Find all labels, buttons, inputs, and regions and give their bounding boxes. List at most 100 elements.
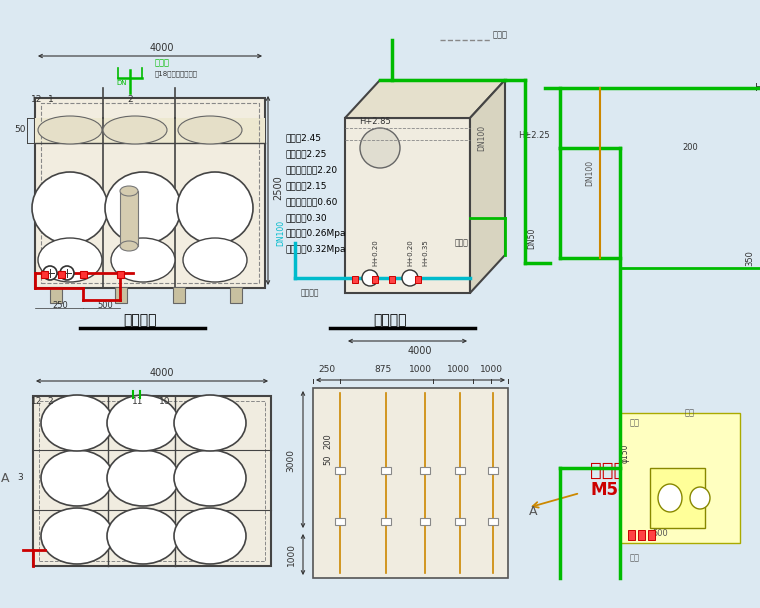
- Text: 进水位2.45: 进水位2.45: [285, 134, 321, 142]
- Text: 最低水位0.30: 最低水位0.30: [285, 213, 327, 223]
- Ellipse shape: [41, 508, 113, 564]
- Text: 50: 50: [14, 125, 26, 134]
- Bar: [352, 276, 358, 283]
- Text: H+2.85: H+2.85: [359, 117, 391, 126]
- Ellipse shape: [111, 238, 175, 282]
- Ellipse shape: [41, 450, 113, 506]
- Bar: [117, 271, 124, 278]
- Text: A: A: [529, 505, 537, 518]
- Bar: [455, 518, 465, 525]
- Text: DN100: DN100: [277, 220, 286, 246]
- Ellipse shape: [107, 450, 179, 506]
- Ellipse shape: [183, 238, 247, 282]
- Ellipse shape: [60, 266, 74, 280]
- Bar: [372, 276, 378, 283]
- Ellipse shape: [41, 395, 113, 451]
- Text: H±2.25: H±2.25: [518, 131, 549, 140]
- Bar: [650, 468, 705, 528]
- Text: 12: 12: [31, 396, 43, 406]
- Text: 设18目不锈锂防虫网: 设18目不锈锂防虫网: [155, 71, 198, 77]
- Text: 溢流水位2.25: 溢流水位2.25: [285, 150, 326, 159]
- Text: 2500: 2500: [273, 176, 283, 201]
- Bar: [648, 530, 655, 540]
- Polygon shape: [470, 80, 505, 293]
- Bar: [41, 271, 48, 278]
- Text: 3: 3: [17, 474, 23, 483]
- Bar: [415, 276, 421, 283]
- Ellipse shape: [658, 484, 682, 512]
- Bar: [230, 287, 242, 303]
- Text: 启泵压力0.26Mpa: 启泵压力0.26Mpa: [285, 229, 346, 238]
- Ellipse shape: [120, 186, 138, 196]
- Text: 1: 1: [48, 95, 54, 105]
- Text: 高位报警水位2.20: 高位报警水位2.20: [285, 165, 337, 174]
- Text: 4000: 4000: [150, 368, 174, 378]
- Polygon shape: [345, 80, 505, 118]
- Text: φ150: φ150: [620, 443, 629, 463]
- Text: 3000: 3000: [287, 449, 296, 472]
- Bar: [620, 413, 740, 543]
- Text: 逆止: 逆止: [685, 409, 695, 418]
- Ellipse shape: [174, 508, 246, 564]
- Bar: [115, 287, 127, 303]
- Text: 200: 200: [682, 143, 698, 153]
- Text: 透气帽: 透气帽: [155, 58, 170, 67]
- Ellipse shape: [32, 172, 108, 244]
- Bar: [313, 388, 508, 578]
- Text: 250: 250: [52, 302, 68, 311]
- Text: 盛夏开关: 盛夏开关: [301, 289, 319, 297]
- Text: H+: H+: [755, 83, 760, 93]
- Ellipse shape: [38, 238, 102, 282]
- Text: 4000: 4000: [150, 43, 174, 53]
- Bar: [10, 73, 285, 333]
- Ellipse shape: [690, 487, 710, 509]
- Text: 250: 250: [318, 365, 336, 375]
- Text: 逐水阀: 逐水阀: [455, 238, 469, 247]
- Bar: [389, 276, 395, 283]
- Ellipse shape: [362, 270, 378, 286]
- Bar: [420, 518, 430, 525]
- Text: 出水: 出水: [630, 553, 640, 562]
- Bar: [420, 466, 430, 474]
- Text: 低位报警水位0.60: 低位报警水位0.60: [285, 198, 337, 207]
- Text: 875: 875: [375, 365, 391, 375]
- Text: 2: 2: [127, 95, 133, 105]
- Text: 侧立面图: 侧立面图: [373, 313, 407, 327]
- Text: 4: 4: [133, 213, 139, 223]
- Ellipse shape: [43, 266, 57, 280]
- Bar: [35, 118, 265, 143]
- Text: H+0.20: H+0.20: [372, 240, 378, 266]
- Bar: [173, 287, 185, 303]
- Bar: [638, 530, 645, 540]
- Text: 11: 11: [132, 396, 144, 406]
- Text: 停泵压力0.32Mpa: 停泵压力0.32Mpa: [285, 246, 346, 255]
- Ellipse shape: [174, 450, 246, 506]
- Ellipse shape: [107, 508, 179, 564]
- Bar: [41, 103, 259, 283]
- Ellipse shape: [103, 116, 167, 144]
- Text: 1000: 1000: [447, 365, 470, 375]
- Text: 溢流管: 溢流管: [492, 30, 508, 40]
- Text: 1000: 1000: [409, 365, 432, 375]
- Text: DN: DN: [117, 80, 127, 86]
- Text: 200: 200: [324, 434, 333, 449]
- Ellipse shape: [174, 395, 246, 451]
- Bar: [33, 396, 271, 566]
- Bar: [35, 98, 265, 288]
- Text: 1000: 1000: [480, 365, 502, 375]
- Text: 1000: 1000: [287, 544, 296, 567]
- Text: 500: 500: [97, 302, 113, 311]
- Text: 350: 350: [746, 250, 755, 266]
- Ellipse shape: [120, 241, 138, 251]
- Polygon shape: [345, 118, 470, 293]
- Ellipse shape: [177, 172, 253, 244]
- Text: H+0.35: H+0.35: [422, 240, 428, 266]
- Text: 10: 10: [160, 396, 171, 406]
- Text: 4000: 4000: [408, 346, 432, 356]
- Text: 预埋件: 预埋件: [590, 460, 625, 480]
- Bar: [80, 271, 87, 278]
- Ellipse shape: [107, 395, 179, 451]
- Text: DN50: DN50: [527, 227, 537, 249]
- Text: 500: 500: [652, 528, 668, 537]
- Ellipse shape: [402, 270, 418, 286]
